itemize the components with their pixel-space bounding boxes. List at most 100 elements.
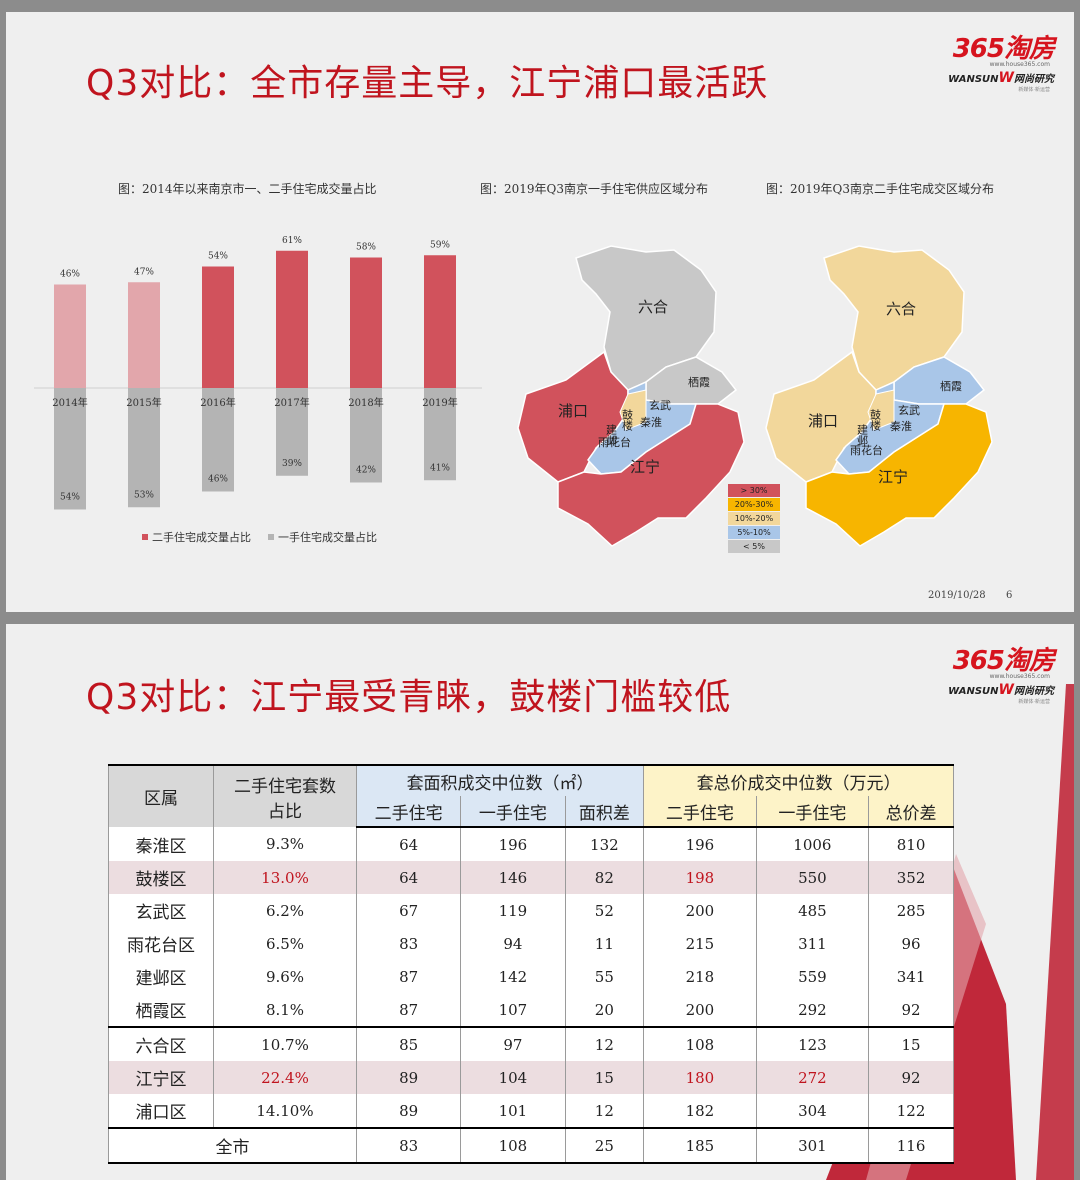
table-row: 秦淮区 9.3% 64 196 132 196 1006 810 [108,827,954,861]
cell-district: 建邺区 [108,960,214,993]
map2-gulou [867,389,895,431]
data-label-new-home: 41% [430,463,450,473]
cell-a2: 83 [355,927,462,960]
cell-ad: 15 [564,1061,645,1094]
cell-a2: 67 [355,894,462,927]
cell-pd: 341 [868,960,954,993]
bar-new-home [276,388,308,476]
cell-ad: 25 [564,1127,645,1164]
cell-p1: 485 [755,894,870,927]
logo-sub-right: 网尚研究 [1014,74,1054,85]
bar-second-hand [128,282,160,388]
footer-date: 2019/10/28 [928,590,986,601]
bar-new-home [128,388,160,508]
cell-p1: 272 [755,1061,870,1094]
x-tick-label: 2016年 [200,396,235,409]
cell-a1: 142 [460,960,566,993]
table-row: 栖霞区 8.1% 87 107 20 200 292 92 [108,993,954,1027]
cell-pd: 15 [868,1026,954,1061]
cell-ad: 20 [564,993,645,1027]
table-row: 雨花台区 6.5% 83 94 11 215 311 96 [108,927,954,960]
table-row: 玄武区 6.2% 67 119 52 200 485 285 [108,894,954,927]
data-label-second-hand: 47% [134,267,154,277]
header-price-group: 套总价成交中位数（万元） [643,764,954,796]
slide-title: Q3对比：江宁最受青睐，鼓楼门槛较低 [86,677,732,718]
x-tick-label: 2019年 [422,396,457,409]
map1-label-jiangning: 江宁 [630,458,660,476]
cell-pd: 122 [868,1094,954,1128]
header-area-second: 二手住宅 [355,796,462,828]
cell-ad: 55 [564,960,645,993]
cell-pd: 96 [868,927,954,960]
map1-label-liuhe: 六合 [638,298,668,316]
legend-swatch-second-hand [142,534,148,540]
footer-page: 6 [1006,590,1013,601]
cell-a1: 119 [460,894,566,927]
cell-a1: 107 [460,993,566,1027]
header-area-diff: 面积差 [564,796,645,828]
cell-a1: 94 [460,927,566,960]
map1-jiangning [557,403,745,547]
bar-new-home [54,388,86,510]
logo-mark-icon: W [998,682,1014,698]
bar-second-hand [202,266,234,388]
cell-p1: 1006 [755,827,870,861]
cell-p2: 200 [643,993,757,1027]
bar-second-hand [54,284,86,388]
cell-p2: 108 [643,1026,757,1061]
map-legend: > 30% 20%-30% 10%-20% 5%-10% < 5% [728,484,780,553]
cell-pd: 352 [868,861,954,894]
map2-label-qixia: 栖霞 [940,379,962,393]
cell-share: 8.1% [213,993,357,1027]
cell-district: 江宁区 [108,1061,214,1094]
map1-label-qinhuai: 秦淮 [640,415,662,429]
map1-label-xuanwu: 玄武 [649,398,671,412]
x-tick-label: 2015年 [126,396,161,409]
cell-p2: 198 [643,861,757,894]
x-tick-label: 2014年 [52,396,87,409]
cell-share: 22.4% [213,1061,357,1094]
data-label-new-home: 53% [134,490,154,500]
cell-ad: 12 [564,1094,645,1128]
cell-a1: 101 [460,1094,566,1128]
data-label-second-hand: 54% [208,252,228,262]
table-row: 浦口区 14.10% 89 101 12 182 304 122 [108,1094,954,1128]
legend-label-new-home: 一手住宅成交量占比 [278,530,377,544]
bar-chart: 46% 54% 2014年 47% 53% 2015年 54% 46% 2016年 61% 39% 2… [34,236,482,544]
map2-label-pukou: 浦口 [808,412,838,430]
cell-p2: 182 [643,1094,757,1128]
cell-p2: 218 [643,960,757,993]
map2-label-jianye: 建邺 [856,423,869,446]
cell-share: 9.3% [213,827,357,861]
cell-district: 玄武区 [108,894,214,927]
cell-pd: 810 [868,827,954,861]
logo-sub: WANSUNW网尚研究 [948,70,1054,86]
cell-ad: 12 [564,1026,645,1061]
cell-share: 13.0% [213,861,357,894]
legend-item-1: > 30% [740,486,767,495]
cell-ad: 52 [564,894,645,927]
cell-district: 秦淮区 [108,827,214,861]
slide-title: Q3对比：全市存量主导，江宁浦口最活跃 [86,63,769,104]
map2-label-liuhe: 六合 [886,300,916,318]
data-label-second-hand: 46% [60,270,80,280]
cell-pd: 92 [868,1061,954,1094]
cell-district: 六合区 [108,1026,214,1061]
cell-p1: 311 [755,927,870,960]
cell-p1: 559 [755,960,870,993]
cell-a1: 104 [460,1061,566,1094]
cell-p1: 304 [755,1094,870,1128]
map2-label-gulou: 鼓楼 [869,408,882,432]
cell-ad: 132 [564,827,645,861]
bar-second-hand [276,250,308,388]
x-tick-label: 2018年 [348,396,383,409]
slide-2: Q3对比：江宁最受青睐，鼓楼门槛较低 365淘房 www.house365.co… [6,624,1074,1180]
logo-url: www.house365.com [989,673,1050,680]
x-tick-label: 2017年 [274,396,309,409]
data-label-new-home: 46% [208,475,228,485]
map1-label-gulou: 鼓楼 [621,408,634,432]
cell-a2: 89 [355,1094,462,1128]
header-price-new: 一手住宅 [755,796,870,828]
logo-sub-left: WANSUN [948,686,999,697]
map2-label-yuhuatai: 雨花台 [850,443,883,457]
